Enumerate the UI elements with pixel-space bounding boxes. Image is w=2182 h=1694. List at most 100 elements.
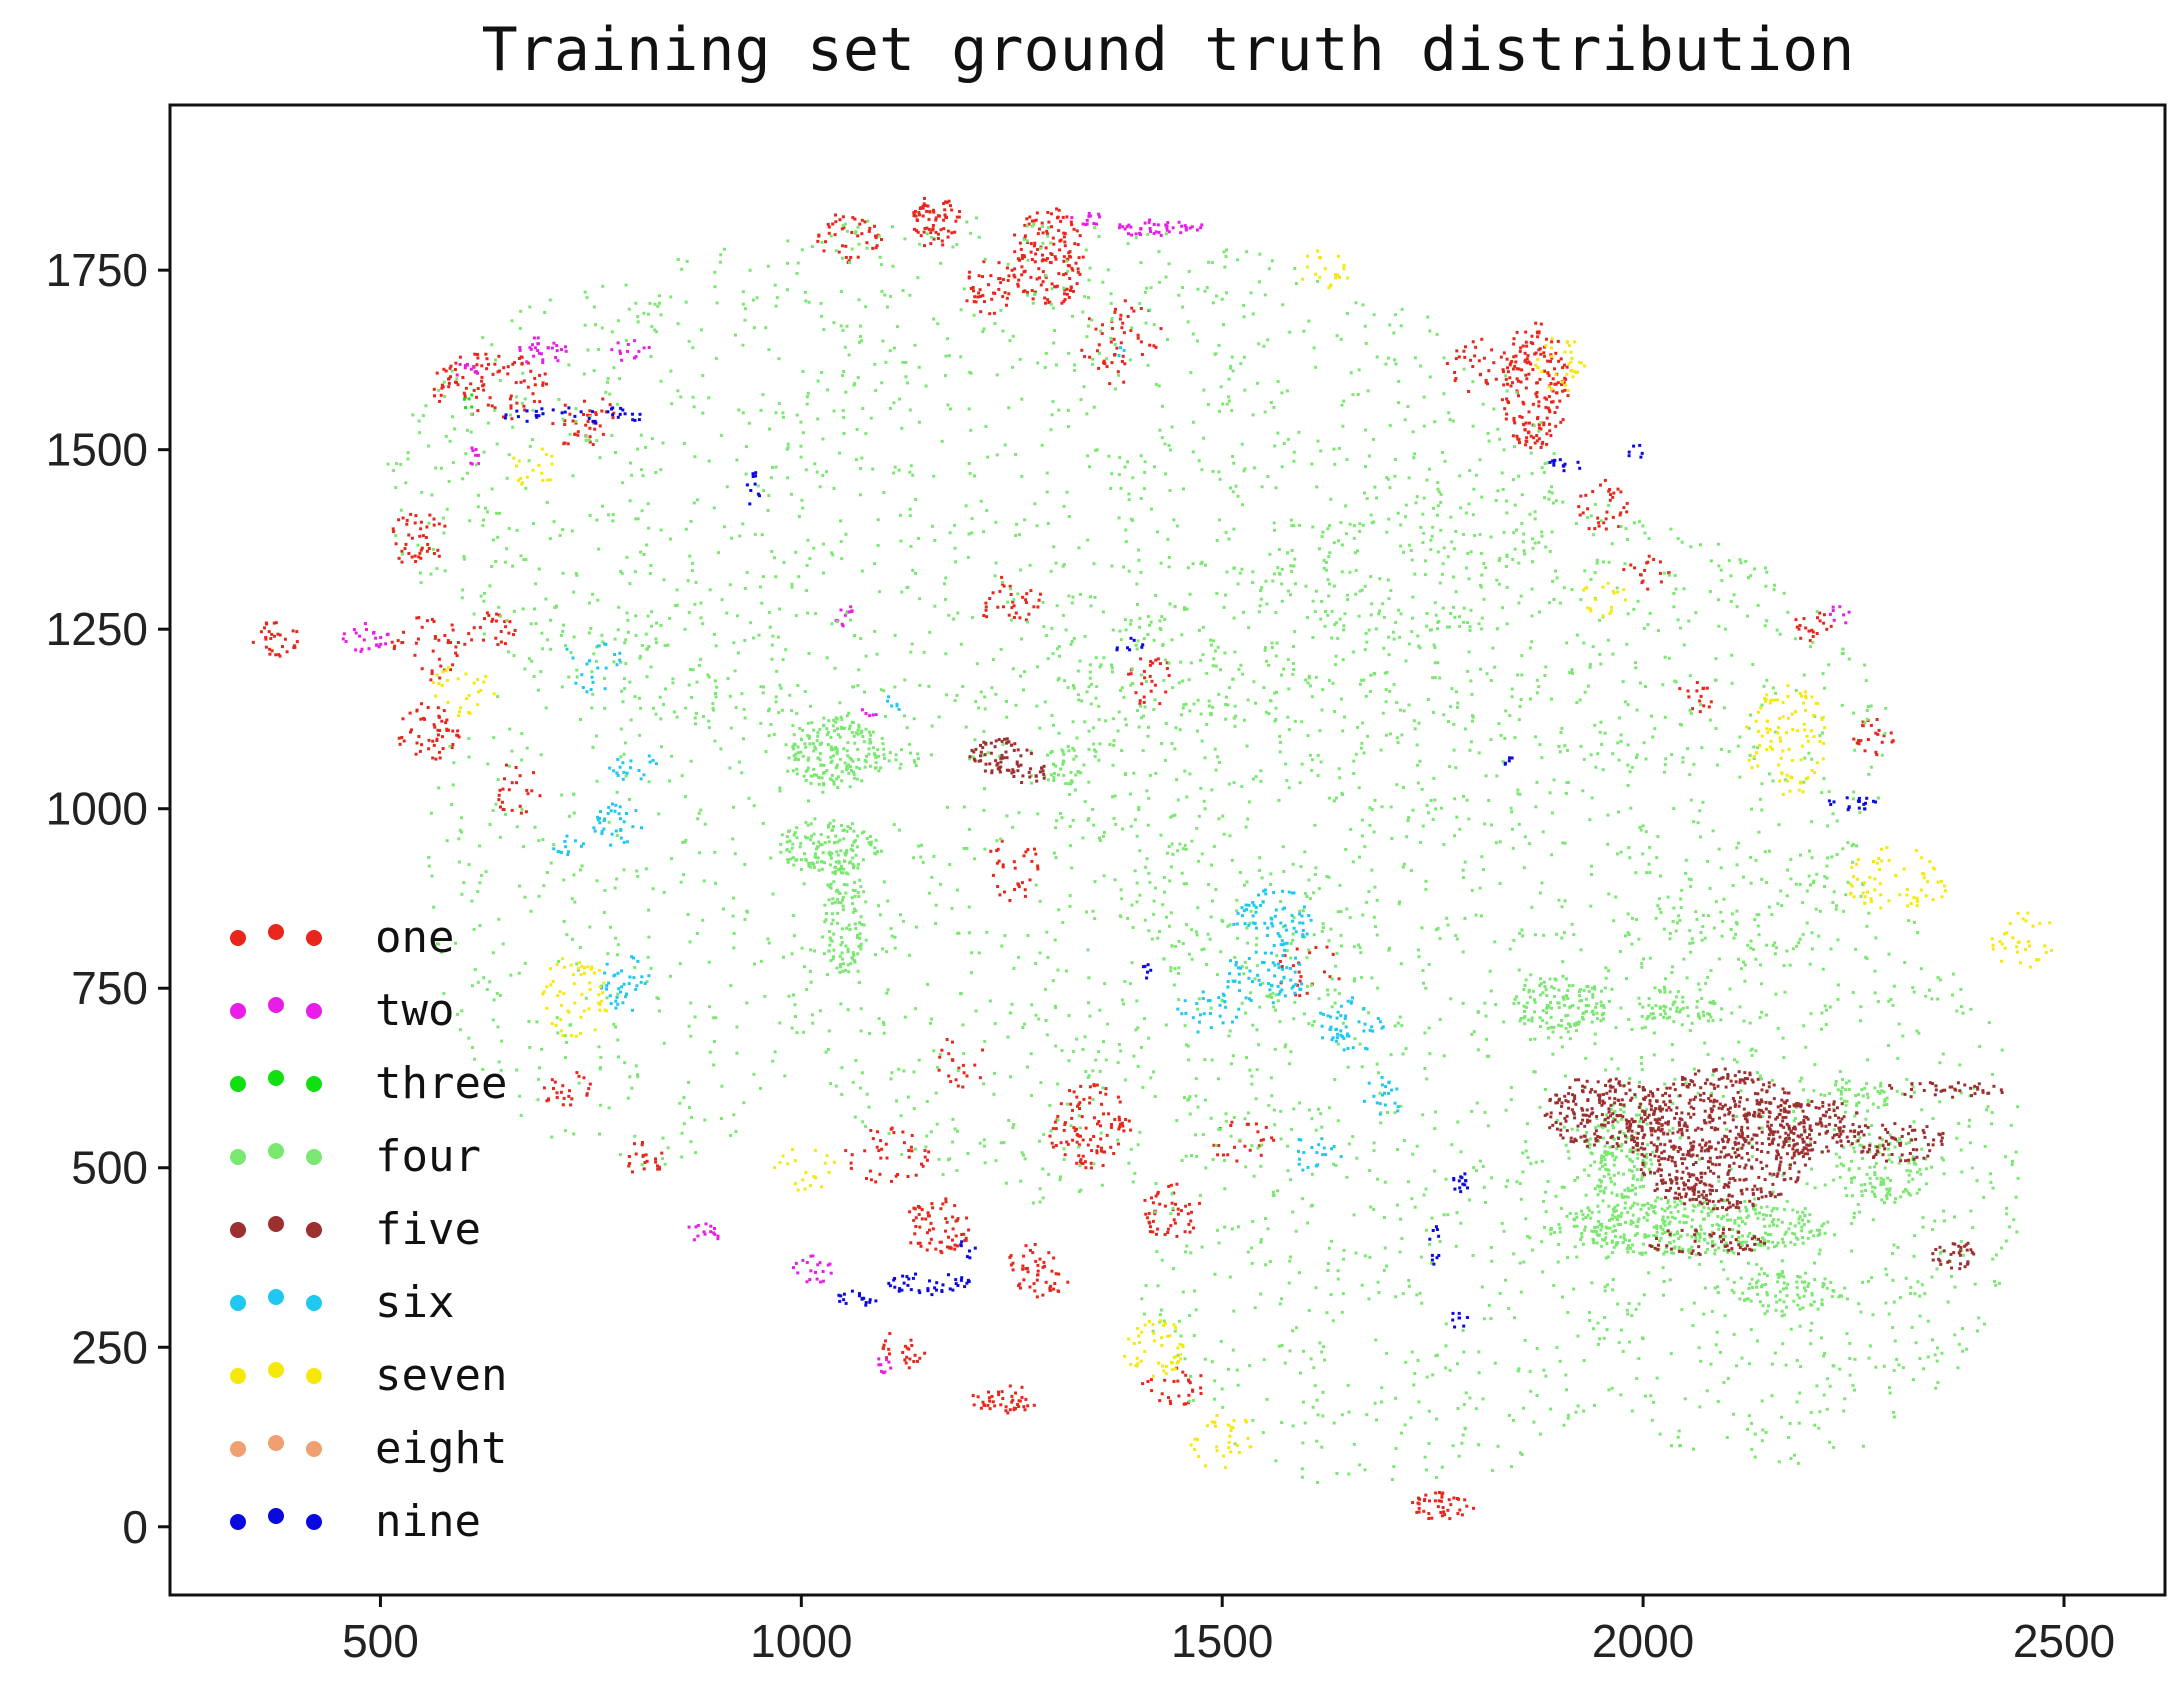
point-four bbox=[1513, 445, 1516, 449]
point-four bbox=[1163, 442, 1167, 446]
point-four bbox=[908, 470, 912, 474]
point-one bbox=[1531, 402, 1535, 406]
point-one bbox=[414, 514, 418, 518]
point-one bbox=[1550, 400, 1553, 404]
point-one bbox=[907, 1149, 911, 1152]
point-four bbox=[1510, 695, 1514, 699]
point-four bbox=[1388, 689, 1392, 693]
point-four bbox=[1358, 522, 1362, 526]
point-four bbox=[1663, 655, 1667, 659]
point-four bbox=[1242, 610, 1245, 614]
point-four bbox=[891, 264, 895, 268]
point-four bbox=[1703, 1286, 1707, 1290]
point-four bbox=[1360, 741, 1364, 745]
point-one bbox=[1226, 1153, 1230, 1157]
point-four bbox=[845, 714, 849, 718]
point-four bbox=[1891, 1278, 1895, 1282]
point-one bbox=[965, 1216, 969, 1220]
point-four bbox=[1403, 418, 1407, 422]
point-four bbox=[1907, 919, 1911, 923]
point-four bbox=[805, 564, 809, 567]
point-one bbox=[1617, 525, 1621, 528]
point-four bbox=[1498, 437, 1502, 441]
cluster-one-18 bbox=[989, 839, 1040, 902]
point-one bbox=[1494, 377, 1498, 381]
point-four bbox=[1797, 941, 1801, 945]
point-one bbox=[1148, 1221, 1152, 1225]
point-four bbox=[871, 467, 875, 471]
point-four bbox=[955, 243, 959, 246]
point-four bbox=[1533, 1037, 1537, 1041]
point-four bbox=[1291, 662, 1295, 665]
point-one bbox=[964, 1236, 968, 1240]
point-four bbox=[809, 704, 812, 708]
point-four bbox=[1182, 606, 1186, 610]
point-one bbox=[1013, 250, 1017, 254]
point-four bbox=[701, 411, 705, 415]
point-one bbox=[973, 1063, 977, 1067]
point-four bbox=[1182, 487, 1185, 491]
point-four bbox=[1091, 357, 1094, 361]
point-four bbox=[1821, 731, 1824, 735]
point-one bbox=[1524, 439, 1528, 443]
point-one bbox=[1512, 337, 1516, 341]
point-one bbox=[1079, 1158, 1083, 1162]
point-one bbox=[1054, 1272, 1058, 1276]
point-four bbox=[601, 284, 605, 288]
point-one bbox=[437, 657, 441, 661]
point-four bbox=[543, 311, 547, 314]
series-two bbox=[341, 211, 1851, 1375]
point-four bbox=[714, 644, 718, 648]
point-one bbox=[1633, 566, 1637, 570]
point-two bbox=[475, 370, 479, 374]
point-four bbox=[1636, 599, 1640, 603]
point-four bbox=[441, 516, 445, 520]
point-four bbox=[1798, 882, 1802, 886]
point-four bbox=[859, 334, 862, 338]
point-four bbox=[1407, 642, 1411, 646]
point-one bbox=[1034, 852, 1038, 856]
point-four bbox=[1667, 656, 1671, 660]
point-four bbox=[1265, 602, 1269, 606]
point-one bbox=[1110, 361, 1114, 365]
point-four bbox=[1533, 510, 1537, 514]
point-four bbox=[1162, 957, 1166, 961]
point-four bbox=[1623, 562, 1627, 566]
point-one bbox=[928, 210, 932, 214]
point-one bbox=[642, 1167, 646, 1171]
point-four bbox=[943, 374, 947, 378]
point-one bbox=[1151, 661, 1155, 665]
point-one bbox=[1423, 1498, 1427, 1501]
point-one bbox=[1538, 426, 1541, 430]
point-four bbox=[1589, 904, 1593, 908]
point-four bbox=[1674, 929, 1678, 933]
point-four bbox=[1642, 1216, 1646, 1220]
point-four bbox=[759, 721, 763, 725]
point-four bbox=[1384, 733, 1388, 737]
point-four bbox=[1454, 690, 1458, 694]
point-one bbox=[1183, 1230, 1187, 1234]
point-one bbox=[555, 1096, 559, 1099]
point-four bbox=[1593, 502, 1597, 506]
point-four bbox=[1709, 559, 1713, 563]
point-one bbox=[1515, 389, 1519, 393]
point-one bbox=[913, 1232, 917, 1236]
point-four bbox=[490, 565, 494, 568]
point-four bbox=[1720, 579, 1724, 583]
point-four bbox=[1112, 739, 1116, 743]
point-four bbox=[1936, 997, 1940, 1001]
point-one bbox=[1116, 370, 1120, 374]
point-four bbox=[1654, 916, 1658, 920]
point-one bbox=[1017, 1405, 1021, 1408]
point-four bbox=[690, 569, 694, 572]
point-four bbox=[1564, 792, 1568, 795]
cluster-one-11 bbox=[251, 621, 299, 658]
point-one bbox=[957, 215, 961, 219]
point-four bbox=[743, 638, 747, 642]
point-four bbox=[1335, 334, 1339, 338]
point-four bbox=[1781, 1173, 1785, 1177]
point-two bbox=[546, 346, 550, 350]
point-one bbox=[427, 547, 431, 550]
point-four bbox=[1256, 381, 1259, 385]
point-four bbox=[1436, 487, 1440, 491]
